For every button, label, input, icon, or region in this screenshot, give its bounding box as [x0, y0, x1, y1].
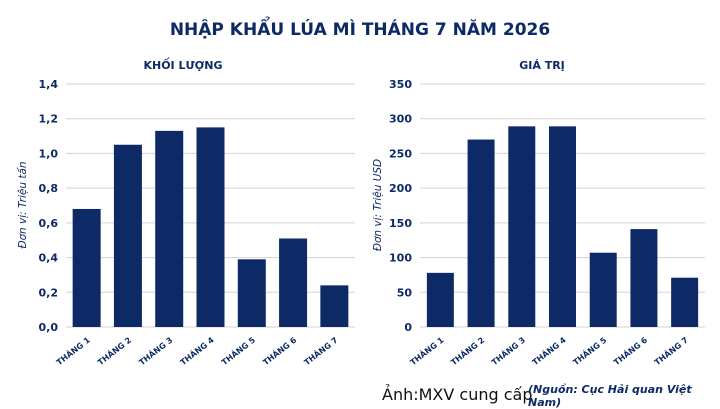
x-tick-label: THÁNG 6 — [260, 334, 299, 368]
bar — [426, 272, 454, 327]
x-tick-label: THÁNG 4 — [529, 334, 568, 368]
x-tick-label: THÁNG 6 — [611, 334, 650, 368]
y-tick-label: 0,2 — [39, 286, 59, 299]
x-tick-label: THÁNG 2 — [95, 334, 133, 367]
source-note: (Nguồn: Cục Hải quan Việt Nam) — [528, 383, 692, 409]
x-tick-label: THÁNG 1 — [54, 334, 93, 368]
y-axis-label: Đơn vị: Triệu USD — [372, 159, 384, 251]
bar — [589, 252, 617, 327]
y-tick-label: 250 — [389, 147, 412, 160]
x-tick-label: THÁNG 3 — [489, 334, 527, 367]
bar — [549, 126, 576, 327]
x-tick-label: THÁNG 7 — [652, 334, 690, 367]
y-axis-label: Đơn vị: Triệu tấn — [17, 161, 29, 248]
y-tick-label: 100 — [389, 252, 412, 265]
main-title: NHẬP KHẨU LÚA MÌ THÁNG 7 NĂM 2026 — [169, 20, 551, 40]
bar — [467, 139, 495, 327]
x-tick-label: THÁNG 3 — [136, 334, 174, 367]
bar — [113, 144, 142, 327]
y-tick-label: 50 — [397, 286, 413, 299]
bar — [72, 208, 101, 327]
photo-credit: Ảnh:MXV cung cấp — [382, 385, 533, 404]
y-tick-label: 0,8 — [39, 182, 59, 195]
x-tick-label: THÁNG 4 — [177, 334, 216, 368]
chart-title: KHỐI LƯỢNG — [143, 57, 222, 72]
bar — [671, 277, 699, 327]
y-tick-label: 0,4 — [39, 252, 59, 265]
y-tick-label: 350 — [389, 78, 412, 91]
y-tick-label: 1,0 — [39, 147, 59, 160]
y-tick-label: 0,0 — [39, 321, 59, 334]
bar — [237, 259, 266, 327]
bar — [279, 238, 308, 327]
bar — [630, 229, 658, 327]
y-tick-label: 150 — [389, 217, 412, 230]
x-tick-label: THÁNG 2 — [448, 334, 486, 367]
y-tick-label: 200 — [389, 182, 412, 195]
x-tick-label: THÁNG 7 — [301, 334, 339, 367]
chart-title: GIÁ TRỊ — [519, 59, 565, 72]
x-tick-label: THÁNG 5 — [219, 334, 258, 368]
x-tick-label: THÁNG 1 — [407, 334, 446, 368]
bar — [196, 127, 225, 328]
bar — [508, 126, 536, 327]
y-tick-label: 0 — [404, 321, 412, 334]
bar — [320, 285, 349, 327]
y-tick-label: 300 — [389, 113, 412, 126]
y-tick-label: 0,6 — [39, 217, 59, 230]
y-tick-label: 1,2 — [39, 113, 59, 126]
x-tick-label: THÁNG 5 — [570, 334, 609, 368]
y-tick-label: 1,4 — [39, 78, 59, 91]
bar — [155, 130, 184, 327]
